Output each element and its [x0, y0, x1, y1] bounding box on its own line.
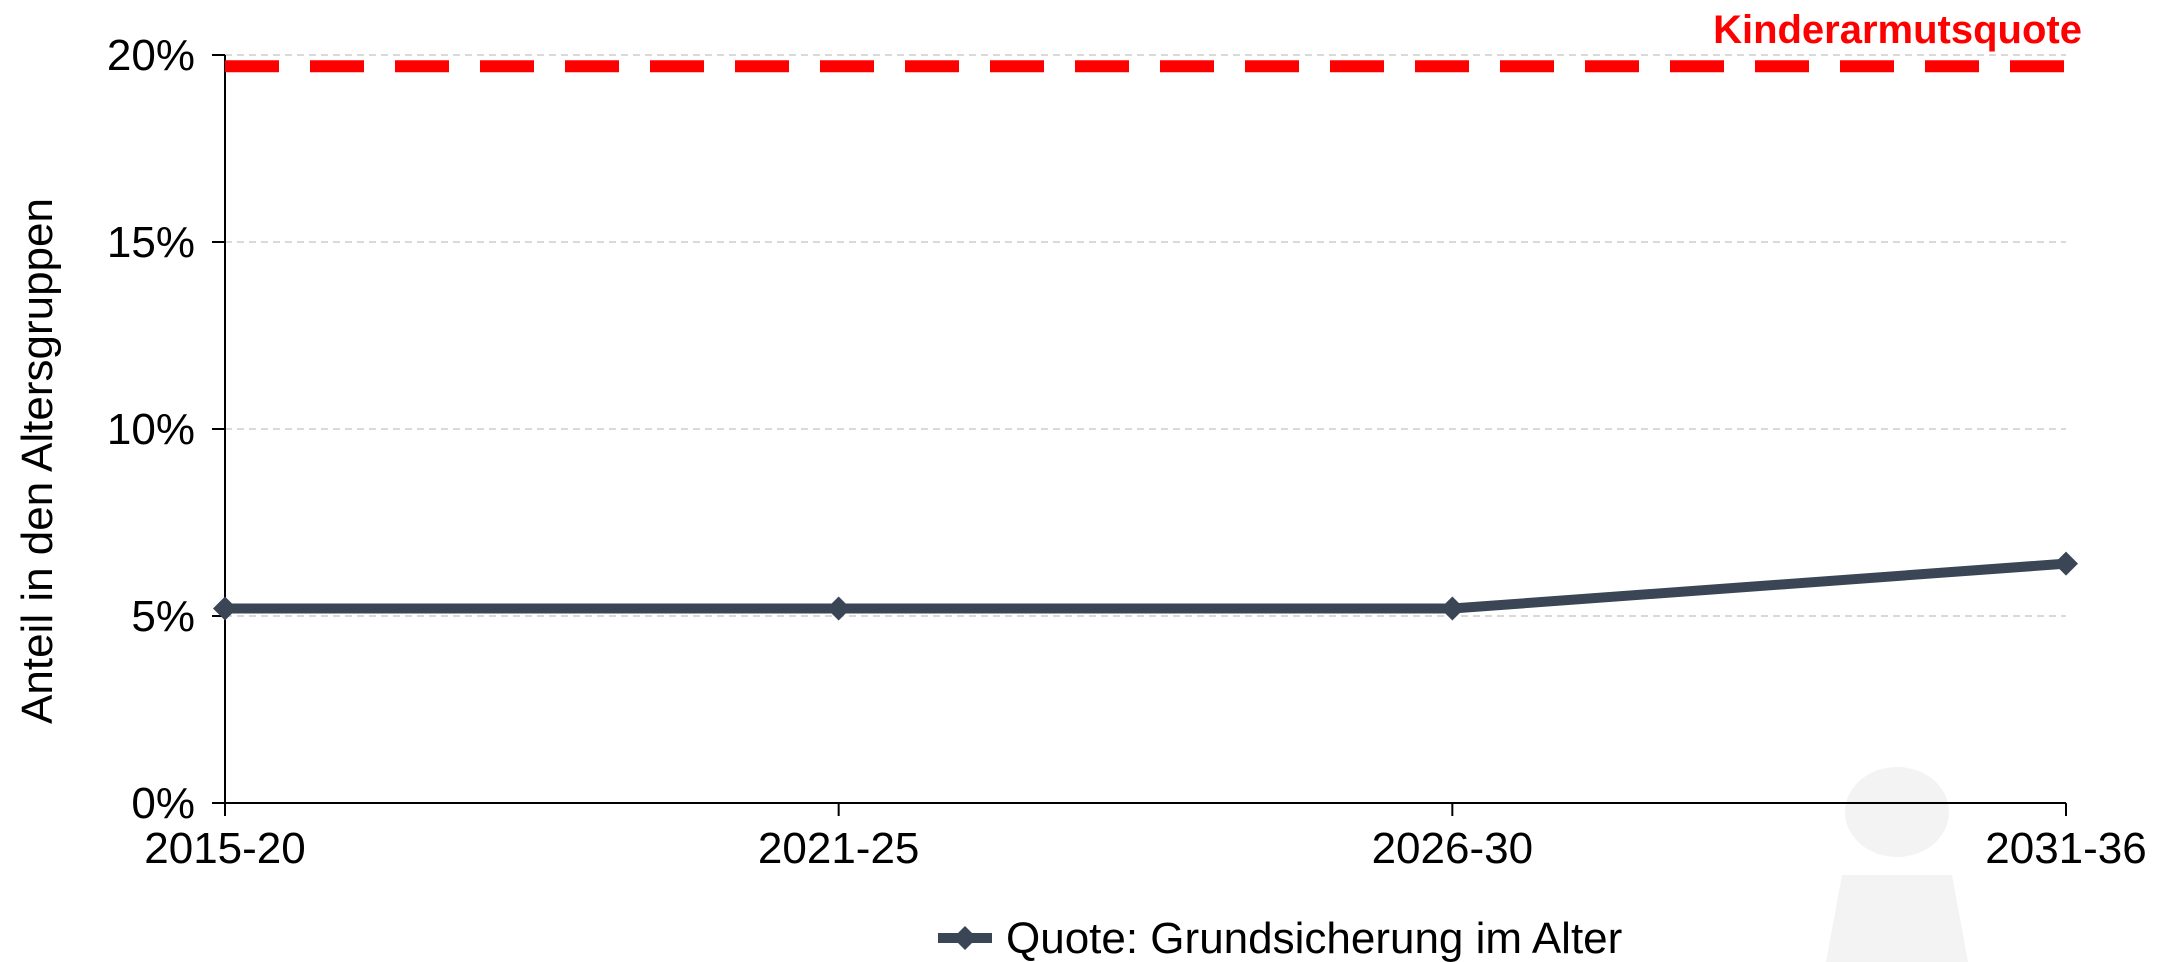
y-axis-title: Anteil in den Altersgruppen — [13, 198, 62, 724]
y-tick-label: 0% — [131, 779, 195, 828]
reference-line-label: Kinderarmutsquote — [1713, 8, 2082, 52]
data-point-marker — [1440, 596, 1465, 621]
gridlines — [225, 54, 2066, 617]
data-point-marker — [826, 596, 851, 621]
y-tick-label: 15% — [107, 218, 195, 267]
x-tick-label: 2026-30 — [1372, 824, 1533, 873]
legend: Quote: Grundsicherung im Alter — [938, 914, 1622, 962]
x-tick-label: 2015-20 — [144, 824, 305, 873]
series-line-0 — [225, 558, 2067, 614]
y-tick-label: 10% — [107, 405, 195, 454]
series-group — [213, 551, 2078, 621]
y-axis-ticks: 0% 5% 10% 15% 20% — [107, 31, 225, 828]
x-axis-ticks: 2015-20 2021-25 2026-30 2031-36 — [144, 803, 2147, 873]
y-tick-label: 5% — [131, 592, 195, 641]
y-tick-label: 20% — [107, 31, 195, 80]
x-tick-label: 2031-36 — [1985, 824, 2146, 873]
legend-diamond-marker — [953, 926, 977, 950]
x-tick-label: 2021-25 — [758, 824, 919, 873]
legend-label: Quote: Grundsicherung im Alter — [1006, 914, 1622, 962]
data-point-marker — [2054, 551, 2078, 576]
watermark-person-icon — [1826, 767, 1968, 962]
data-point-marker — [213, 596, 237, 621]
